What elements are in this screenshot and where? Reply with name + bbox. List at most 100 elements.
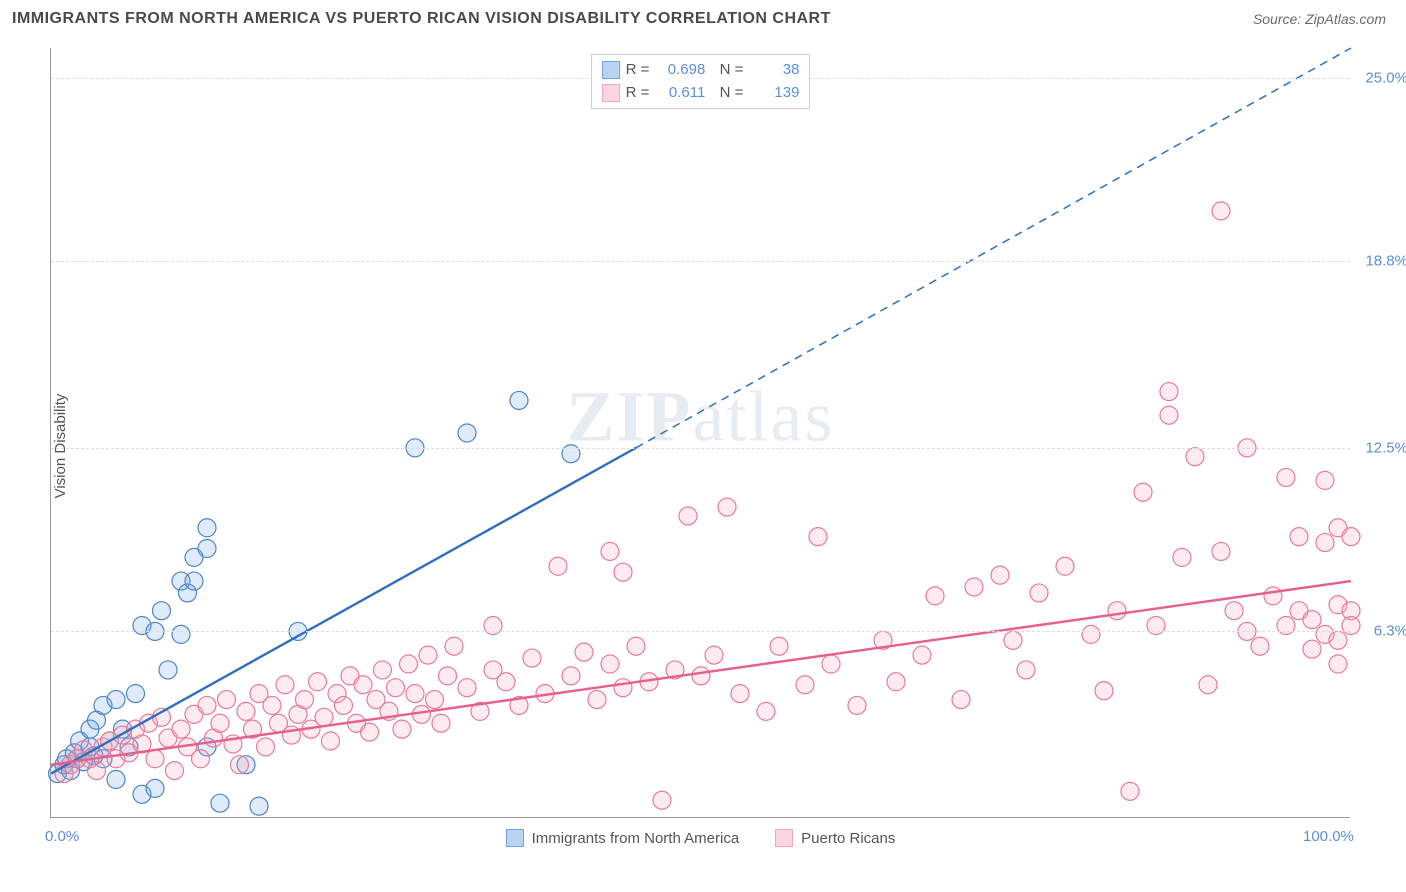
scatter-point-pr [237, 702, 255, 720]
scatter-point-na [250, 797, 268, 815]
stats-r-na: 0.698 [655, 59, 705, 82]
scatter-point-pr [335, 696, 353, 714]
scatter-point-pr [419, 646, 437, 664]
scatter-svg [51, 48, 1350, 817]
scatter-point-na [107, 691, 125, 709]
scatter-point-na [211, 794, 229, 812]
scatter-point-pr [1225, 602, 1243, 620]
trend-line-pr [51, 581, 1351, 765]
scatter-point-pr [1303, 640, 1321, 658]
scatter-point-pr [952, 691, 970, 709]
scatter-point-pr [848, 696, 866, 714]
scatter-point-na [153, 602, 171, 620]
scatter-point-pr [146, 750, 164, 768]
scatter-point-pr [426, 691, 444, 709]
scatter-point-pr [231, 756, 249, 774]
scatter-point-pr [1186, 448, 1204, 466]
scatter-point-pr [822, 655, 840, 673]
scatter-point-pr [1121, 782, 1139, 800]
scatter-point-pr [809, 528, 827, 546]
y-tick-label: 12.5% [1365, 439, 1406, 456]
scatter-point-pr [439, 667, 457, 685]
scatter-point-pr [796, 676, 814, 694]
scatter-point-na [510, 391, 528, 409]
scatter-point-pr [1316, 471, 1334, 489]
scatter-point-pr [322, 732, 340, 750]
scatter-point-pr [172, 720, 190, 738]
scatter-point-pr [627, 637, 645, 655]
scatter-point-pr [309, 673, 327, 691]
stats-n-na: 38 [749, 59, 799, 82]
legend-swatch-pr [775, 829, 793, 847]
scatter-point-pr [263, 696, 281, 714]
scatter-point-na [146, 779, 164, 797]
scatter-point-pr [354, 676, 372, 694]
scatter-point-pr [432, 714, 450, 732]
stats-row-pr: R = 0.611 N = 139 [602, 82, 800, 105]
scatter-point-pr [387, 679, 405, 697]
scatter-point-pr [1199, 676, 1217, 694]
stats-r-pr: 0.611 [655, 82, 705, 105]
swatch-na [602, 61, 620, 79]
scatter-point-pr [315, 708, 333, 726]
scatter-point-pr [588, 691, 606, 709]
scatter-point-pr [393, 720, 411, 738]
scatter-point-pr [679, 507, 697, 525]
scatter-point-pr [614, 563, 632, 581]
scatter-point-pr [965, 578, 983, 596]
swatch-pr [602, 84, 620, 102]
gridline [51, 448, 1350, 449]
scatter-point-pr [458, 679, 476, 697]
scatter-point-pr [1342, 528, 1360, 546]
scatter-point-pr [575, 643, 593, 661]
stats-n-label: N = [711, 82, 743, 105]
scatter-point-pr [1290, 528, 1308, 546]
scatter-point-pr [1017, 661, 1035, 679]
chart-header: IMMIGRANTS FROM NORTH AMERICA VS PUERTO … [0, 0, 1406, 34]
scatter-point-pr [218, 691, 236, 709]
scatter-point-pr [192, 750, 210, 768]
scatter-point-pr [1134, 483, 1152, 501]
scatter-point-pr [549, 557, 567, 575]
scatter-point-pr [361, 723, 379, 741]
scatter-point-pr [770, 637, 788, 655]
scatter-point-pr [926, 587, 944, 605]
source-label: Source: [1253, 11, 1301, 27]
scatter-point-pr [211, 714, 229, 732]
scatter-point-pr [1316, 534, 1334, 552]
scatter-point-pr [296, 691, 314, 709]
scatter-point-pr [718, 498, 736, 516]
scatter-point-pr [1303, 611, 1321, 629]
legend-swatch-na [506, 829, 524, 847]
scatter-point-pr [1173, 548, 1191, 566]
stats-row-na: R = 0.698 N = 38 [602, 59, 800, 82]
scatter-point-pr [406, 685, 424, 703]
scatter-point-pr [374, 661, 392, 679]
scatter-point-pr [601, 542, 619, 560]
scatter-point-pr [523, 649, 541, 667]
scatter-point-pr [991, 566, 1009, 584]
scatter-point-pr [497, 673, 515, 691]
source-value: ZipAtlas.com [1305, 11, 1386, 27]
scatter-point-pr [1329, 631, 1347, 649]
scatter-point-pr [1277, 468, 1295, 486]
scatter-point-pr [1095, 682, 1113, 700]
scatter-point-na [458, 424, 476, 442]
scatter-point-pr [913, 646, 931, 664]
x-tick-label: 0.0% [45, 828, 79, 845]
scatter-point-pr [1160, 406, 1178, 424]
legend-item-pr: Puerto Ricans [775, 829, 895, 847]
stats-r-label: R = [626, 82, 650, 105]
chart-plot-area: ZIPatlas R = 0.698 N = 38 R = 0.611 N = … [50, 48, 1350, 818]
scatter-point-pr [276, 676, 294, 694]
scatter-point-pr [614, 679, 632, 697]
scatter-point-pr [1264, 587, 1282, 605]
scatter-point-pr [88, 762, 106, 780]
legend-label-pr: Puerto Ricans [801, 830, 895, 847]
legend-label-na: Immigrants from North America [532, 830, 740, 847]
scatter-point-pr [166, 762, 184, 780]
stats-n-pr: 139 [749, 82, 799, 105]
source-attribution: Source: ZipAtlas.com [1253, 11, 1386, 27]
chart-title: IMMIGRANTS FROM NORTH AMERICA VS PUERTO … [12, 10, 831, 28]
scatter-point-pr [1251, 637, 1269, 655]
